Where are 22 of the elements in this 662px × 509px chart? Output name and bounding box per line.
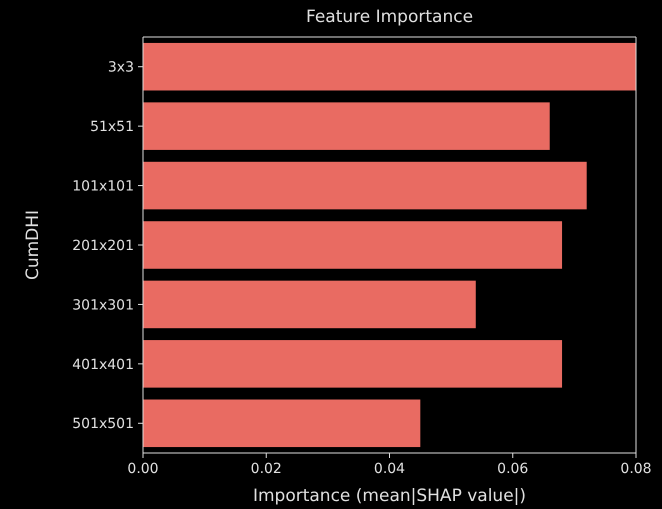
x-tick-label: 0.08 xyxy=(620,461,652,477)
bar xyxy=(143,280,476,328)
y-tick-label: 501x501 xyxy=(72,416,134,432)
bar xyxy=(143,400,420,448)
chart-title: Feature Importance xyxy=(306,7,474,27)
x-axis-title: Importance (mean|SHAP value|) xyxy=(252,486,526,506)
x-tick-label: 0.02 xyxy=(250,461,282,477)
y-tick-label: 401x401 xyxy=(72,356,134,373)
y-tick-label: 3x3 xyxy=(108,60,134,76)
bar xyxy=(143,340,562,388)
y-tick-label: 51x51 xyxy=(90,119,134,136)
bar xyxy=(143,102,550,150)
x-tick-label: 0.04 xyxy=(374,461,406,477)
x-tick-label: 0.00 xyxy=(127,461,159,477)
bar xyxy=(143,162,587,210)
y-tick-label: 301x301 xyxy=(72,297,134,314)
y-tick-label: 101x101 xyxy=(72,178,134,194)
y-tick-label: 201x201 xyxy=(72,238,134,254)
bar xyxy=(143,42,636,90)
bar xyxy=(143,221,562,269)
y-axis-title: CumDHI xyxy=(23,210,43,280)
x-tick-label: 0.06 xyxy=(497,461,528,477)
